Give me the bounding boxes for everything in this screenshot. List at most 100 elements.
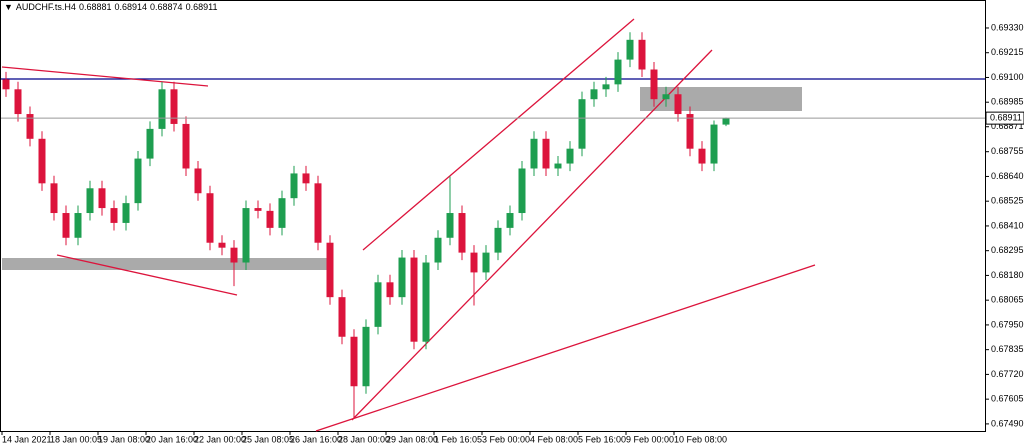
candle-body [470, 252, 478, 273]
candle-body [614, 59, 622, 85]
candle-body [494, 227, 502, 253]
candle-body [650, 69, 658, 100]
candle-body [170, 89, 178, 124]
x-tick-label: 3 Feb 00:00 [482, 434, 530, 444]
candle-body [602, 84, 610, 90]
x-tick-label: 1 Feb 16:05 [434, 434, 482, 444]
candle-body [98, 188, 106, 209]
plot-frame [0, 0, 986, 432]
x-tick-label: 28 Jan 00:00 [338, 434, 390, 444]
x-tick-label: 20 Jan 16:00 [146, 434, 198, 444]
candle-body [86, 188, 94, 214]
candle-body [626, 39, 634, 60]
candle-body [578, 99, 586, 149]
candle-body [518, 168, 526, 214]
x-tick-label: 14 Jan 2021 [2, 434, 52, 444]
symbol: AUDCHF.ts.H4 [15, 2, 76, 12]
candle-body [38, 138, 46, 184]
y-tick-label: 0.68065 [991, 295, 1024, 305]
y-tick-label: 0.68410 [991, 220, 1024, 230]
trend-lines [1, 18, 816, 432]
candle-body [446, 213, 454, 238]
x-tick-label: 19 Jan 08:00 [98, 434, 150, 444]
candle-body [422, 262, 430, 342]
candle-body [50, 183, 58, 214]
candle-body [26, 114, 34, 139]
trend-line [351, 49, 713, 421]
candle-body [590, 89, 598, 100]
close: 0.68911 [185, 2, 218, 12]
x-tick-label: 22 Jan 00:00 [194, 434, 246, 444]
candle-body [146, 128, 154, 159]
candle-body [218, 242, 226, 248]
candle-body [722, 118, 730, 125]
y-tick-label: 0.67720 [991, 369, 1024, 379]
candle-body [530, 138, 538, 169]
candle-body [506, 213, 514, 228]
y-tick-label: 0.68640 [991, 171, 1024, 181]
x-tick-label: 29 Jan 08:00 [386, 434, 438, 444]
candle-body [74, 213, 82, 238]
candle-body [350, 336, 358, 387]
candle-body [482, 252, 490, 273]
candle-body [362, 326, 370, 387]
header: ▼ AUDCHF.ts.H4 0.68881 0.68914 0.68874 0.6891… [4, 2, 220, 12]
candle-body [158, 89, 166, 129]
candle-body [698, 148, 706, 164]
y-tick-label: 0.68295 [991, 245, 1024, 255]
candle-body [206, 193, 214, 243]
candle-body [398, 257, 406, 298]
candle-body [326, 242, 334, 298]
trend-line [56, 254, 238, 296]
candle-body [242, 208, 250, 263]
x-tick-label: 25 Jan 08:05 [242, 434, 294, 444]
x-tick-label: 4 Feb 08:00 [530, 434, 578, 444]
candle-body [662, 94, 670, 100]
candle-body [134, 158, 142, 204]
candle-body [542, 138, 550, 169]
y-tick-label: 0.69330 [991, 22, 1024, 32]
candle-body [302, 173, 310, 184]
candle-body [2, 79, 10, 90]
y-tick-label: 0.67835 [991, 344, 1024, 354]
candle-body [386, 282, 394, 298]
candle-body [14, 89, 22, 115]
y-tick-label: 0.68871 [991, 121, 1024, 131]
candle-body [458, 213, 466, 253]
y-tick-label: 0.68180 [991, 270, 1024, 280]
candle-body [122, 203, 130, 223]
candle-body [194, 168, 202, 194]
y-tick-label: 0.68755 [991, 146, 1024, 156]
candle-body [62, 213, 70, 238]
candle-body [278, 198, 286, 228]
price-label-box [985, 111, 1024, 125]
trend-line [362, 18, 635, 251]
y-tick-label: 0.67950 [991, 319, 1024, 329]
candle-body [686, 114, 694, 149]
x-tick-label: 26 Jan 16:00 [290, 434, 342, 444]
y-tick-label: 0.67605 [991, 394, 1024, 404]
candle-body [182, 123, 190, 169]
price-label: 0.68911 [990, 113, 1022, 123]
y-tick-label: 0.69100 [991, 72, 1024, 82]
y-tick-label: 0.68525 [991, 196, 1024, 206]
candle-body [290, 173, 298, 199]
candle-body [554, 163, 562, 169]
candle-body [110, 208, 118, 223]
candle-body [638, 39, 646, 70]
candle-body [566, 148, 574, 164]
high: 0.68914 [114, 2, 148, 12]
x-tick-label: 18 Jan 00:05 [50, 434, 102, 444]
candle-body [674, 94, 682, 115]
candle-body [254, 208, 262, 211]
triangle: ▼ [4, 2, 13, 12]
y-tick-label: 0.69215 [991, 47, 1024, 57]
candle-body [230, 247, 238, 263]
candle-body [314, 183, 322, 243]
low: 0.68874 [150, 2, 183, 12]
candle-body [434, 237, 442, 263]
candle-body [374, 282, 382, 327]
x-tick-label: 10 Feb 08:00 [674, 434, 727, 444]
